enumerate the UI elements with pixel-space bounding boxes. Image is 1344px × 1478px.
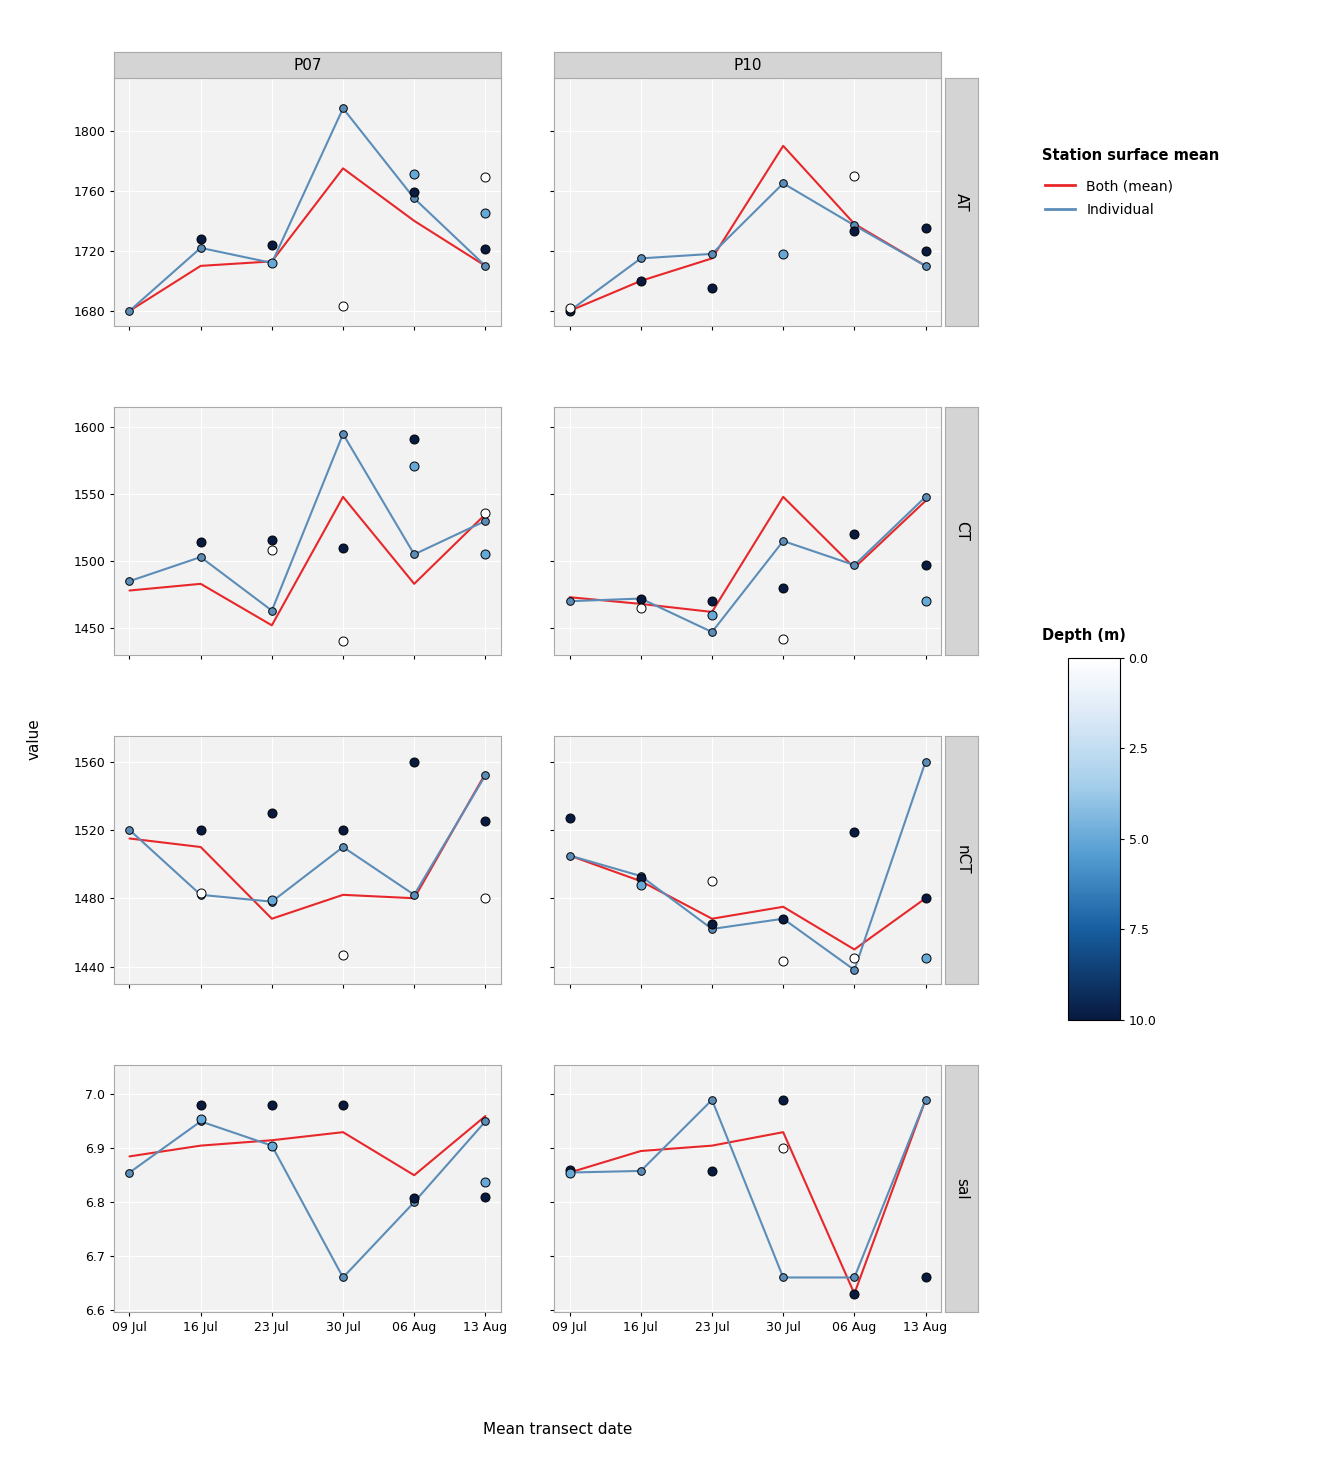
Text: sal: sal [954,1178,969,1200]
Text: Mean transect date: Mean transect date [482,1422,633,1437]
Text: value: value [26,718,42,760]
Text: nCT: nCT [954,845,969,875]
Text: Station surface mean: Station surface mean [1042,148,1219,163]
Text: AT: AT [954,192,969,211]
Text: P07: P07 [293,58,321,72]
Legend: Both (mean), Individual: Both (mean), Individual [1039,174,1179,223]
Text: Depth (m): Depth (m) [1042,628,1125,643]
Text: CT: CT [954,520,969,541]
Text: P10: P10 [734,58,762,72]
